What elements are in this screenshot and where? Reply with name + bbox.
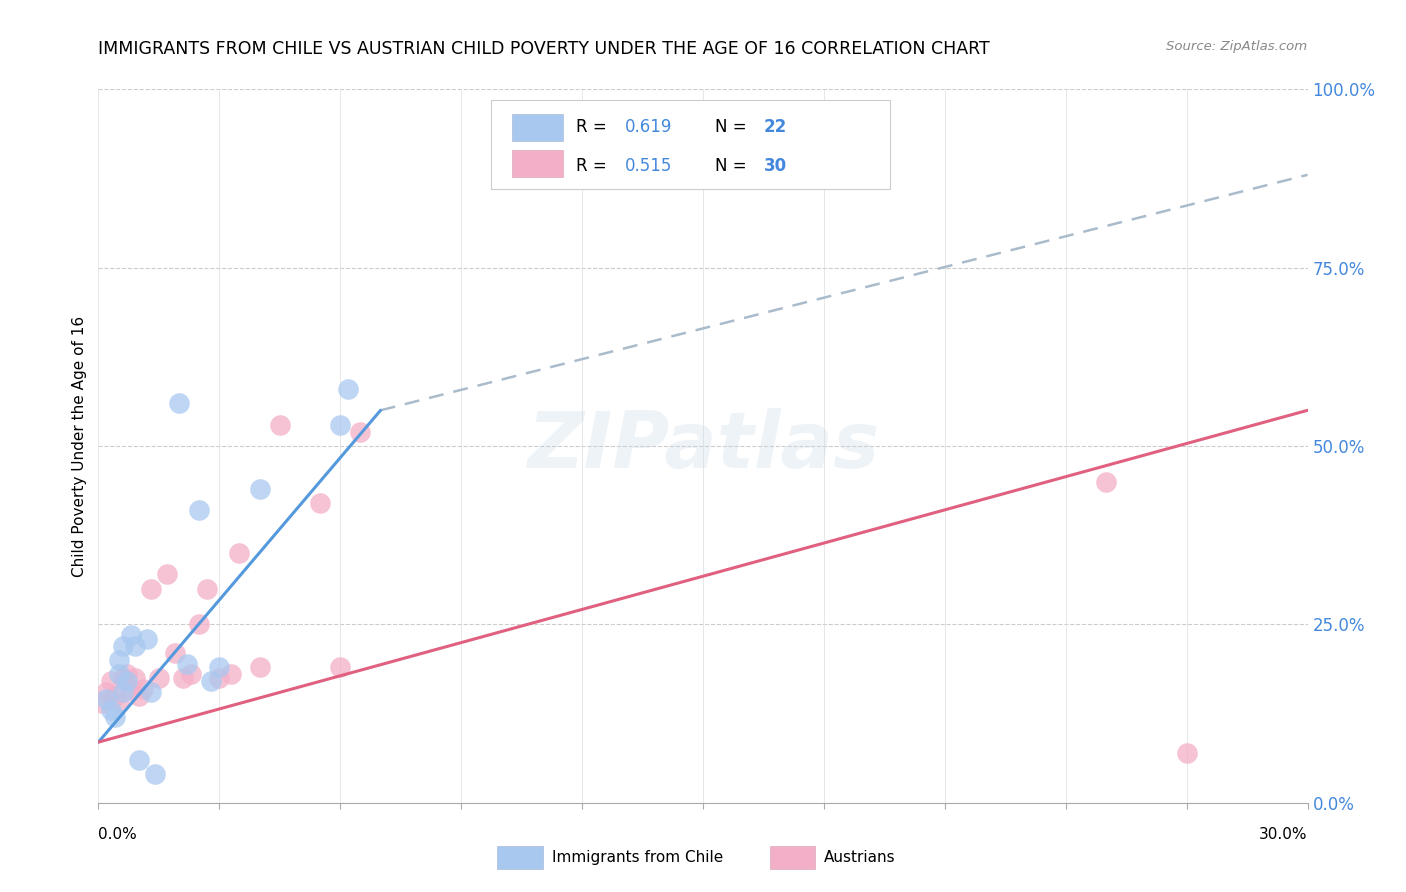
Point: [107, 653, 129, 667]
Point: [96, 685, 118, 699]
Point: [208, 671, 231, 685]
Point: [143, 767, 166, 781]
Point: [128, 753, 150, 767]
Text: 0.619: 0.619: [624, 118, 672, 136]
Text: Immigrants from Chile: Immigrants from Chile: [551, 850, 723, 865]
Point: [167, 396, 190, 410]
Point: [172, 671, 194, 685]
FancyBboxPatch shape: [492, 100, 890, 189]
Point: [139, 582, 162, 596]
Text: N =: N =: [716, 118, 752, 136]
Text: R =: R =: [576, 157, 612, 175]
Point: [111, 685, 134, 699]
Text: 30.0%: 30.0%: [1260, 827, 1308, 841]
Point: [111, 671, 134, 685]
Point: [132, 681, 155, 696]
Point: [180, 667, 202, 681]
Point: [1175, 746, 1198, 760]
Point: [100, 703, 122, 717]
Text: R =: R =: [576, 118, 612, 136]
Text: 22: 22: [763, 118, 787, 136]
Bar: [769, 847, 815, 869]
Point: [195, 582, 218, 596]
Bar: [512, 150, 562, 177]
Text: ZIPatlas: ZIPatlas: [527, 408, 879, 484]
Point: [208, 660, 231, 674]
Text: Austrians: Austrians: [824, 850, 896, 865]
Text: N =: N =: [716, 157, 752, 175]
Point: [309, 496, 332, 510]
Point: [111, 639, 134, 653]
Point: [156, 567, 179, 582]
Point: [228, 546, 250, 560]
Point: [96, 692, 118, 706]
Point: [188, 503, 211, 517]
Point: [188, 617, 211, 632]
Point: [91, 696, 114, 710]
Point: [200, 674, 222, 689]
Point: [124, 671, 146, 685]
Point: [107, 667, 129, 681]
Point: [100, 674, 122, 689]
Point: [221, 667, 243, 681]
Bar: [512, 114, 562, 141]
Point: [329, 417, 352, 432]
Point: [139, 685, 162, 699]
Point: [135, 632, 157, 646]
Point: [329, 660, 352, 674]
Text: 0.515: 0.515: [624, 157, 672, 175]
Point: [176, 657, 198, 671]
Point: [349, 425, 371, 439]
Point: [115, 674, 138, 689]
Text: IMMIGRANTS FROM CHILE VS AUSTRIAN CHILD POVERTY UNDER THE AGE OF 16 CORRELATION : IMMIGRANTS FROM CHILE VS AUSTRIAN CHILD …: [98, 40, 990, 58]
Point: [148, 671, 170, 685]
Point: [163, 646, 186, 660]
Bar: [498, 847, 543, 869]
Point: [120, 681, 142, 696]
Text: Source: ZipAtlas.com: Source: ZipAtlas.com: [1167, 40, 1308, 54]
Text: 30: 30: [763, 157, 786, 175]
Point: [120, 628, 142, 642]
Y-axis label: Child Poverty Under the Age of 16: Child Poverty Under the Age of 16: [72, 316, 87, 576]
Point: [124, 639, 146, 653]
Point: [1095, 475, 1118, 489]
Point: [128, 689, 150, 703]
Point: [103, 710, 125, 724]
Text: 0.0%: 0.0%: [98, 827, 138, 841]
Point: [853, 153, 876, 168]
Point: [103, 689, 125, 703]
Point: [107, 696, 129, 710]
Point: [269, 417, 291, 432]
Point: [115, 667, 138, 681]
Point: [337, 382, 360, 396]
Point: [249, 482, 271, 496]
Point: [249, 660, 271, 674]
